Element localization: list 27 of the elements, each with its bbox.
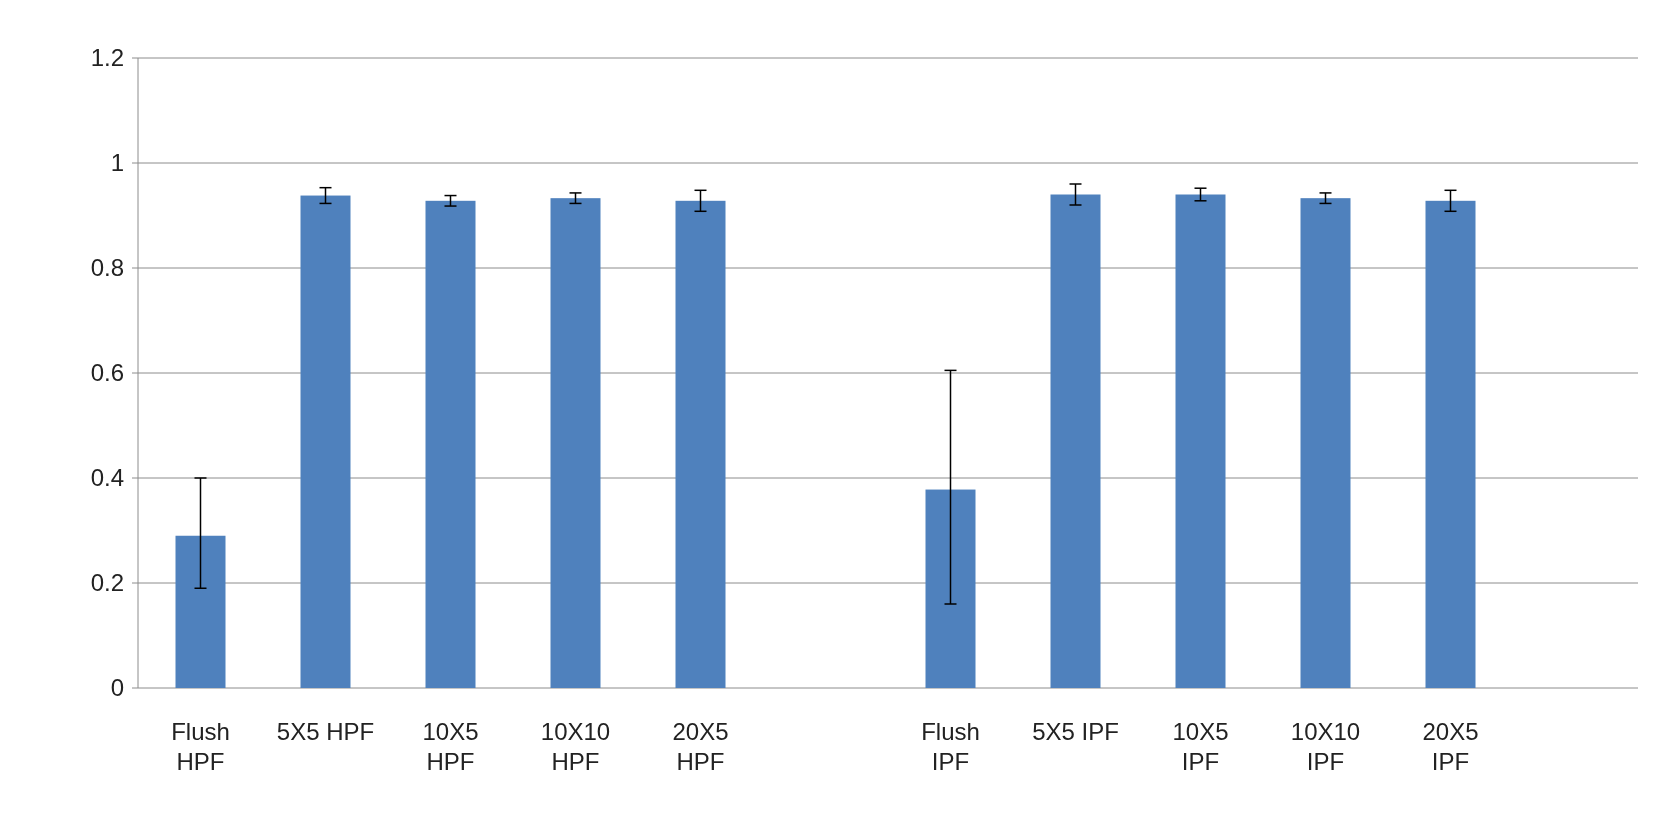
y-tick-label: 1 — [110, 149, 124, 177]
bar — [175, 535, 226, 688]
x-tick-label: Flush HPF — [171, 718, 230, 775]
bar — [1175, 194, 1226, 688]
x-tick-label: 10X10 IPF — [1290, 718, 1361, 775]
bar — [300, 195, 351, 688]
x-tick-label: 20X5 IPF — [1422, 718, 1479, 775]
bar — [925, 489, 976, 688]
x-tick-label: 5X5 HPF — [276, 718, 375, 745]
y-tick-label: 0.2 — [90, 569, 124, 597]
x-tick-label: 20X5 HPF — [672, 718, 729, 775]
bar — [550, 198, 601, 688]
x-tick-label: Flush IPF — [921, 718, 980, 775]
y-tick-label: 0.6 — [90, 359, 124, 387]
x-tick-label: 10X10 HPF — [540, 718, 611, 775]
bar — [1300, 198, 1351, 688]
bar — [1050, 194, 1101, 688]
bar — [675, 200, 726, 688]
x-tick-label: 5X5 IPF — [1032, 718, 1119, 745]
x-tick-label: 10X5 IPF — [1172, 718, 1229, 775]
bar — [1425, 200, 1476, 688]
y-tick-label: 0.4 — [90, 464, 124, 492]
x-tick-label: 10X5 HPF — [422, 718, 479, 775]
y-tick-label: 0.8 — [90, 254, 124, 282]
y-tick-label: 1.2 — [90, 44, 124, 72]
y-tick-label: 0 — [110, 674, 124, 702]
bar — [425, 200, 476, 688]
